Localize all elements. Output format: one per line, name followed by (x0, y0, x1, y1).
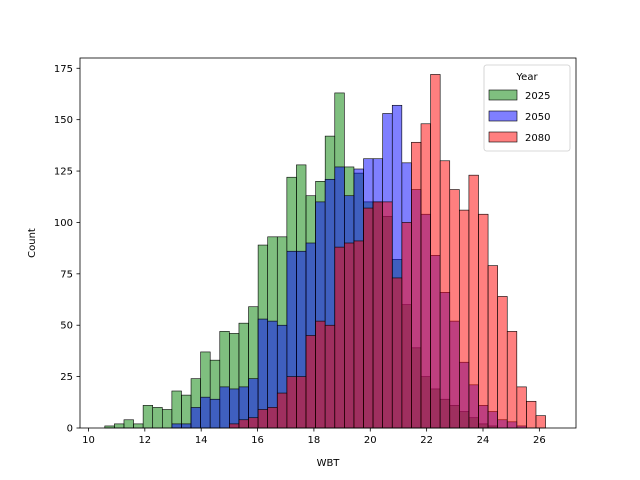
legend: Year 2025 2050 2080 (483, 64, 571, 152)
bar-2025-7 (161, 409, 173, 429)
histogram-bars (104, 74, 546, 429)
bar-2080-18 (267, 407, 278, 429)
bar-2080-39 (468, 174, 479, 429)
bar-2080-38 (459, 209, 470, 429)
legend-label-2050: 2050 (525, 112, 550, 123)
bar-2025-4 (133, 423, 144, 429)
legend-label-2025: 2025 (525, 91, 550, 102)
x-tick-label-14: 14 (195, 435, 208, 446)
bar-2080-21 (296, 376, 307, 429)
bar-2080-34 (420, 123, 431, 429)
legend-swatch-2080 (488, 131, 518, 143)
bar-2080-25 (334, 246, 345, 429)
bar-2080-23 (315, 320, 326, 429)
y-tick-label-25: 25 (60, 372, 73, 383)
y-tick-label-150: 150 (54, 115, 73, 126)
bar-2080-14 (229, 423, 240, 429)
y-tick-label-125: 125 (54, 167, 73, 178)
y-tick-label-75: 75 (60, 269, 73, 280)
bar-2080-44 (516, 386, 527, 429)
bar-2080-15 (238, 419, 249, 429)
bar-2050-13 (219, 386, 230, 429)
bar-2050-9 (181, 423, 192, 429)
x-tick-label-26: 26 (533, 435, 546, 446)
bar-2025-9 (181, 394, 192, 429)
bar-2080-17 (257, 409, 268, 429)
x-tick-label-20: 20 (364, 435, 377, 446)
bar-2080-40 (478, 213, 489, 429)
bar-2025-3 (123, 419, 134, 429)
bar-2025-2 (114, 423, 125, 429)
bar-2080-29 (372, 201, 383, 429)
bar-2080-37 (449, 189, 460, 429)
bar-2080-20 (286, 376, 297, 429)
bar-2080-46 (535, 415, 546, 429)
bar-2080-24 (324, 324, 336, 429)
x-tick-label-12: 12 (138, 435, 151, 446)
bar-2025-5 (142, 405, 154, 429)
legend-title: Year (515, 72, 538, 83)
bar-2050-12 (209, 398, 221, 429)
bar-2080-42 (497, 296, 508, 429)
bar-2050-11 (200, 396, 211, 429)
y-tick-label-0: 0 (67, 424, 73, 435)
bar-2080-28 (363, 207, 374, 429)
x-tick-label-16: 16 (251, 435, 264, 446)
bar-2050-14 (229, 388, 240, 429)
bar-2080-32 (401, 222, 412, 429)
bar-2080-45 (526, 400, 537, 429)
bar-2080-16 (248, 417, 259, 429)
bar-2080-30 (382, 201, 393, 429)
bar-2080-27 (353, 240, 364, 429)
bar-2080-35 (430, 74, 441, 429)
bar-2080-31 (391, 277, 403, 429)
bar-2080-36 (439, 160, 451, 429)
legend-box (483, 64, 571, 152)
x-tick-label-10: 10 (82, 435, 95, 446)
y-tick-label-175: 175 (54, 64, 73, 75)
x-tick-label-18: 18 (308, 435, 321, 446)
y-tick-label-50: 50 (60, 321, 73, 332)
plot-frame (79, 57, 577, 429)
bar-2080-43 (506, 331, 518, 429)
legend-label-2080: 2080 (525, 133, 550, 144)
axes: 10 12 14 16 18 20 22 24 26 0 25 50 75 100 125 150 175 WBT… (27, 57, 577, 469)
bar-2080-26 (344, 242, 355, 429)
legend-swatch-2050 (488, 110, 518, 122)
bar-2080-19 (276, 392, 288, 429)
bar-2080-41 (487, 265, 498, 429)
bar-2080-22 (305, 335, 316, 429)
bar-2025-6 (152, 407, 163, 429)
bar-2050-10 (190, 407, 201, 429)
bar-2025-8 (171, 390, 182, 429)
x-tick-label-24: 24 (477, 435, 490, 446)
x-tick-label-22: 22 (420, 435, 433, 446)
y-tick-label-100: 100 (54, 218, 73, 229)
legend-swatch-2025 (488, 89, 518, 101)
y-axis-label: Count (27, 228, 38, 258)
bar-2080-33 (411, 141, 422, 429)
bar-2050-8 (171, 423, 182, 429)
x-axis-label: WBT (317, 458, 341, 469)
